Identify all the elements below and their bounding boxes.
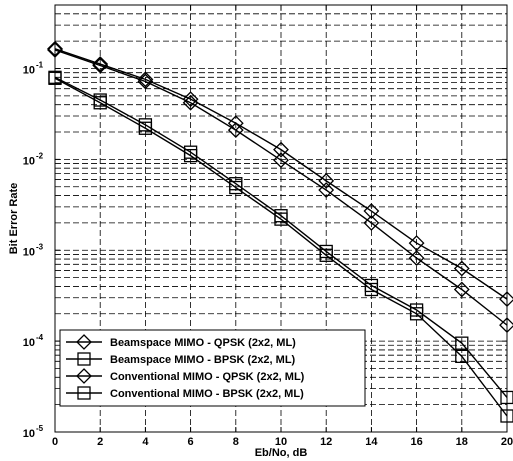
data-point bbox=[363, 203, 380, 219]
series-3 bbox=[47, 40, 513, 308]
x-tick-label: 4 bbox=[142, 436, 149, 448]
x-axis-title: Eb/No, dB bbox=[255, 447, 308, 459]
y-tick-label: 10 bbox=[23, 246, 35, 258]
data-point bbox=[408, 250, 425, 267]
legend-label: Beamspace MIMO - QPSK (2x2, ML) bbox=[110, 337, 296, 349]
data-point bbox=[137, 71, 154, 88]
legend-label: Beamspace MIMO - BPSK (2x2, ML) bbox=[110, 354, 296, 366]
y-axis-title: Bit Error Rate bbox=[8, 183, 20, 255]
data-point bbox=[227, 115, 244, 132]
series-1 bbox=[47, 42, 513, 334]
data-point bbox=[499, 291, 513, 308]
data-point bbox=[363, 214, 380, 231]
series-line bbox=[54, 76, 508, 398]
series-line bbox=[54, 49, 508, 326]
data-point bbox=[47, 42, 63, 58]
y-tick-exponent: -2 bbox=[36, 151, 44, 160]
data-point bbox=[318, 172, 335, 189]
data-point bbox=[318, 182, 335, 198]
data-point bbox=[227, 122, 244, 139]
series bbox=[47, 40, 513, 423]
data-point bbox=[92, 56, 109, 72]
y-tick-label: 10 bbox=[23, 65, 35, 77]
series-line bbox=[54, 48, 508, 300]
legend: Beamspace MIMO - QPSK (2x2, ML) Beamspace… bbox=[59, 329, 366, 407]
x-tick-label: 20 bbox=[501, 436, 513, 448]
legend-box bbox=[59, 329, 366, 407]
y-tick-label: 10 bbox=[23, 155, 35, 167]
data-point bbox=[182, 91, 199, 108]
data-point bbox=[364, 278, 379, 293]
legend-item: Conventional MIMO - BPSK (2x2, ML) bbox=[66, 386, 304, 400]
y-tick-labels: 10-510-410-310-210-1 bbox=[23, 61, 44, 440]
data-point bbox=[273, 152, 289, 169]
data-point bbox=[500, 409, 513, 423]
x-tick-label: 14 bbox=[365, 436, 378, 448]
data-point bbox=[182, 94, 199, 111]
data-point bbox=[48, 70, 62, 84]
data-point bbox=[93, 93, 107, 107]
x-tick-label: 10 bbox=[275, 436, 287, 448]
x-tick-label: 18 bbox=[456, 436, 468, 448]
data-point bbox=[453, 281, 470, 298]
legend-marker bbox=[76, 334, 92, 350]
series-4 bbox=[48, 70, 513, 405]
data-point bbox=[138, 118, 153, 132]
legend-item: Beamspace MIMO - QPSK (2x2, ML) bbox=[66, 334, 296, 350]
legend-marker bbox=[76, 368, 92, 384]
data-point bbox=[455, 336, 469, 350]
data-point bbox=[408, 235, 425, 251]
x-tick-label: 6 bbox=[188, 436, 194, 448]
legend-label: Conventional MIMO - QPSK (2x2, ML) bbox=[110, 371, 305, 383]
y-tick-exponent: -3 bbox=[36, 242, 44, 251]
legend-marker bbox=[77, 352, 91, 366]
x-tick-label: 2 bbox=[97, 436, 103, 448]
y-tick-exponent: -1 bbox=[36, 61, 44, 70]
data-point bbox=[229, 177, 243, 191]
series-line bbox=[54, 77, 508, 417]
x-tick-label: 12 bbox=[320, 436, 332, 448]
data-point bbox=[319, 244, 333, 259]
x-tick-label: 16 bbox=[410, 436, 422, 448]
x-tick-label: 0 bbox=[52, 436, 58, 448]
y-tick-label: 10 bbox=[23, 337, 35, 349]
legend-label: Conventional MIMO - BPSK (2x2, ML) bbox=[110, 388, 304, 400]
y-tick-exponent: -4 bbox=[36, 333, 44, 342]
data-point bbox=[47, 40, 63, 57]
data-point bbox=[274, 209, 288, 223]
y-tick-label: 10 bbox=[23, 428, 35, 440]
data-point bbox=[137, 73, 154, 90]
legend-item: Beamspace MIMO - BPSK (2x2, ML) bbox=[66, 352, 296, 366]
data-point bbox=[183, 145, 198, 159]
x-tick-labels: 0 2 4 6 8 10 12 14 16 18 20 bbox=[52, 436, 513, 448]
x-tick-label: 8 bbox=[233, 436, 239, 448]
legend-item: Conventional MIMO - QPSK (2x2, ML) bbox=[66, 368, 305, 384]
data-point bbox=[273, 141, 289, 158]
data-point bbox=[499, 317, 513, 334]
data-point bbox=[409, 303, 424, 317]
ticks bbox=[54, 5, 508, 433]
data-point bbox=[455, 349, 469, 363]
data-point bbox=[500, 390, 513, 405]
y-tick-exponent: -5 bbox=[36, 424, 44, 433]
legend-marker bbox=[77, 386, 91, 400]
data-point bbox=[453, 260, 470, 277]
